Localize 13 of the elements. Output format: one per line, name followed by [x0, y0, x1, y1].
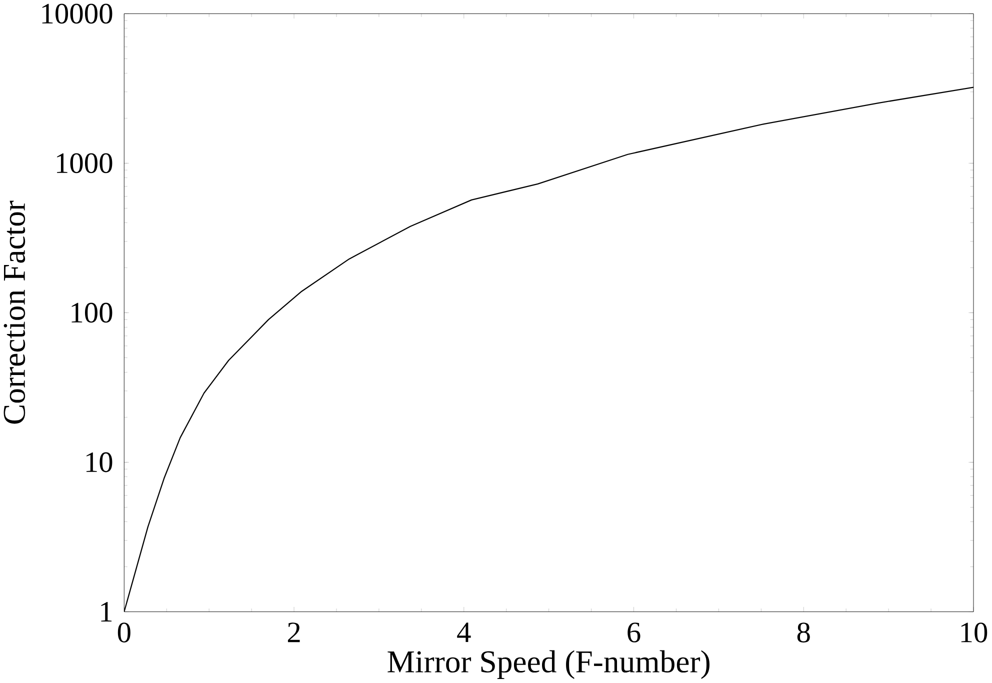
x-tick-label: 4 [457, 622, 471, 642]
x-tick-label: 6 [628, 622, 640, 642]
x-tick-label: 0 [118, 622, 130, 643]
y-tick-label: 10000 [42, 4, 112, 24]
y-tick-label: 1000 [57, 153, 112, 174]
x-axis-title: Mirror Speed (F-number) [388, 650, 710, 680]
y-tick-label: 100 [72, 302, 112, 323]
x-tick-label: 8 [797, 622, 810, 643]
x-tick-label: 10 [961, 622, 988, 643]
y-tick-label: 1 [101, 602, 112, 622]
y-axis-title: Correction Factor [4, 200, 26, 424]
x-tick-label: 2 [288, 622, 300, 642]
y-tick-label: 10 [86, 452, 112, 472]
